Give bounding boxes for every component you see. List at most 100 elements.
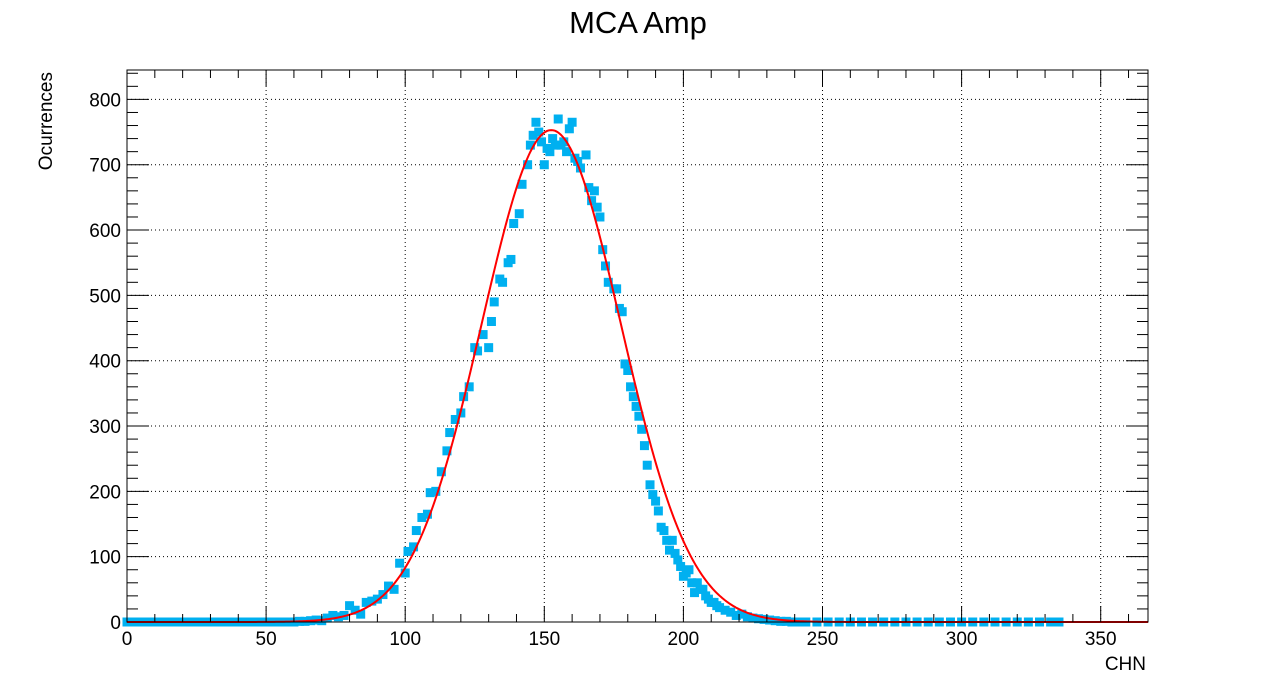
data-point (676, 561, 686, 571)
data-point (550, 140, 560, 150)
data-point (748, 613, 758, 623)
data-point (648, 490, 658, 500)
data-point (517, 179, 527, 189)
data-point (498, 277, 508, 287)
data-point (509, 219, 519, 229)
data-point (322, 613, 332, 623)
data-point (670, 548, 680, 558)
x-tick-label: 100 (389, 629, 421, 650)
data-point (592, 202, 602, 212)
data-point (489, 297, 499, 307)
data-point (595, 212, 605, 222)
data-point (687, 578, 697, 588)
x-tick-label: 200 (668, 629, 700, 650)
data-point (690, 588, 700, 598)
x-tick-label: 250 (807, 629, 839, 650)
data-point (506, 254, 516, 264)
y-tick-label: 400 (89, 352, 121, 373)
data-point (581, 150, 591, 160)
data-point (715, 603, 725, 613)
data-markers (122, 114, 1064, 627)
x-tick-label: 150 (528, 629, 560, 650)
data-point (659, 526, 669, 536)
data-point (409, 542, 419, 552)
y-tick-label: 100 (89, 548, 121, 569)
data-point (617, 307, 627, 317)
x-tick-label: 300 (946, 629, 978, 650)
data-point (539, 160, 549, 170)
data-point (623, 365, 633, 375)
data-point (422, 509, 432, 519)
data-point (484, 343, 494, 353)
data-point (603, 277, 613, 287)
data-point (350, 605, 360, 615)
x-tick-label: 350 (1085, 629, 1117, 650)
data-point (436, 467, 446, 477)
data-point (537, 137, 547, 147)
data-point (473, 346, 483, 356)
data-point (356, 609, 366, 619)
data-point (573, 156, 583, 166)
data-point (525, 140, 535, 150)
data-point (523, 160, 533, 170)
data-point (442, 446, 452, 456)
data-point (545, 147, 555, 157)
data-point (345, 601, 355, 611)
data-point (684, 565, 694, 575)
data-point (548, 134, 558, 144)
data-point (720, 605, 730, 615)
data-point (534, 127, 544, 137)
data-point (567, 117, 577, 127)
plot-frame (126, 69, 1149, 623)
data-point (664, 545, 674, 555)
data-point (384, 581, 394, 591)
data-point (417, 512, 427, 522)
data-point (673, 555, 683, 565)
data-point (639, 441, 649, 451)
y-tick-label: 700 (89, 156, 121, 177)
y-axis-title: Ocurrences (36, 72, 57, 170)
data-point (653, 506, 663, 516)
data-point (403, 546, 413, 556)
y-tick-label: 600 (89, 221, 121, 242)
y-tick-label: 200 (89, 482, 121, 503)
data-point (478, 330, 488, 340)
data-point (587, 196, 597, 206)
y-tick-label: 300 (89, 417, 121, 438)
fit-line (127, 129, 1148, 623)
y-tick-label: 800 (89, 90, 121, 111)
data-point (486, 317, 496, 327)
data-point (464, 382, 474, 392)
data-point (667, 535, 677, 545)
data-point (531, 117, 541, 127)
data-point (742, 612, 752, 622)
grid-lines (127, 70, 1148, 622)
data-point (553, 114, 563, 124)
data-point (692, 578, 702, 588)
data-point (328, 610, 338, 620)
y-tick-label: 500 (89, 286, 121, 307)
data-point (637, 424, 647, 434)
chart-title: MCA Amp (569, 5, 707, 40)
data-point (559, 137, 569, 147)
data-point (731, 610, 741, 620)
data-point (389, 584, 399, 594)
data-point (776, 616, 786, 626)
data-point (634, 411, 644, 421)
data-point (562, 147, 572, 157)
fit-curve (127, 129, 1148, 623)
data-point (612, 284, 622, 294)
data-point (601, 261, 611, 271)
data-point (528, 130, 538, 140)
data-point (631, 401, 641, 411)
data-point (645, 480, 655, 490)
data-point (642, 460, 652, 470)
data-point (584, 183, 594, 193)
data-point (759, 614, 769, 624)
x-tick-label: 50 (256, 629, 277, 650)
data-point (765, 615, 775, 625)
data-point (754, 614, 764, 624)
y-tick-label: 0 (110, 613, 121, 634)
data-point (628, 392, 638, 402)
data-point (514, 209, 524, 219)
